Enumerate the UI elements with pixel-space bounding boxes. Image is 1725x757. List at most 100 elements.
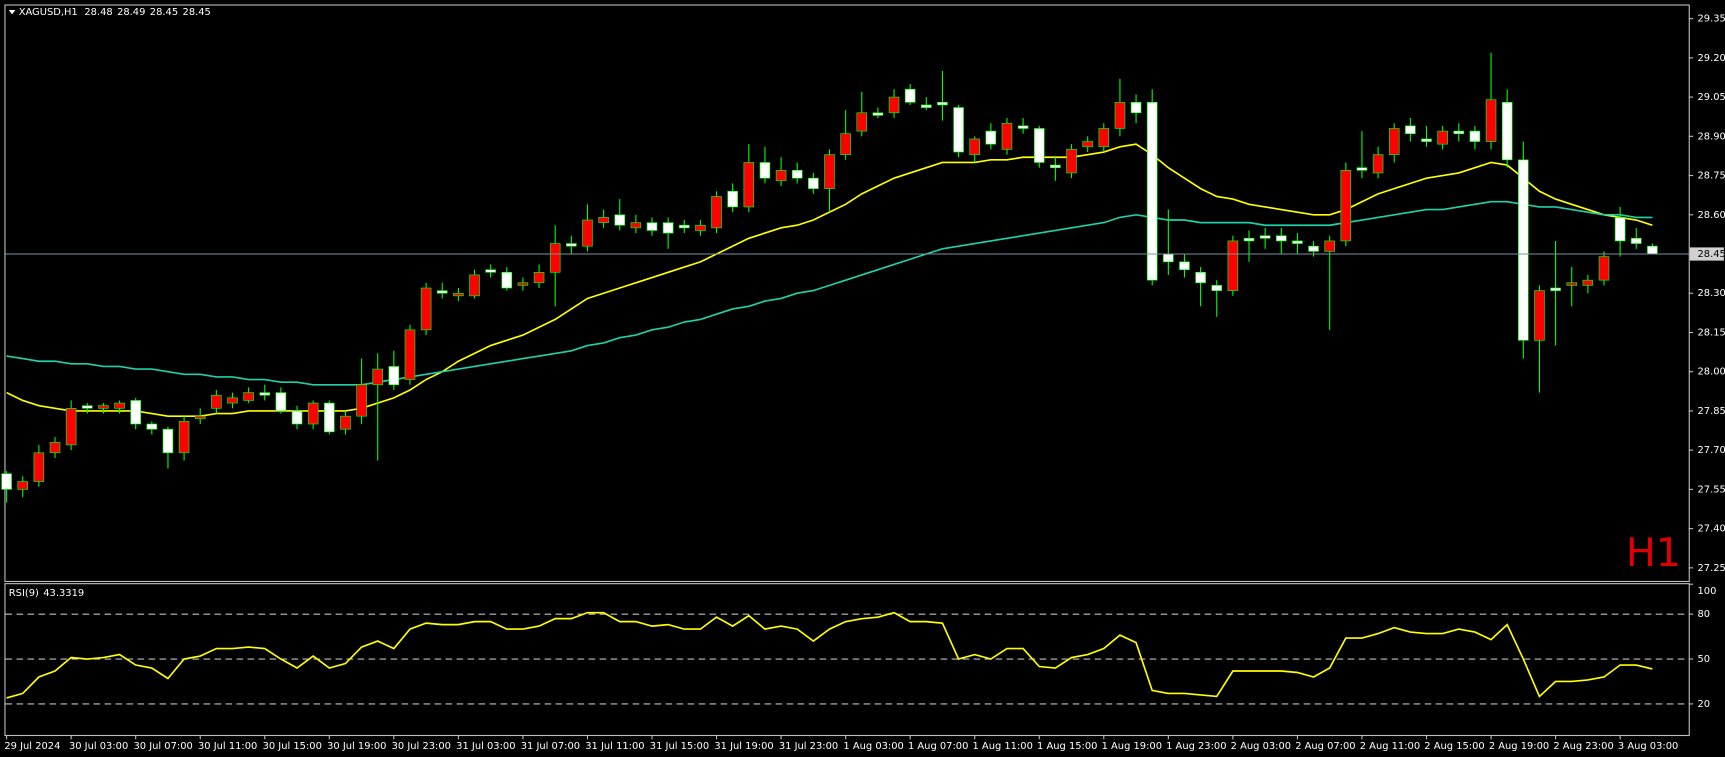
candle-body xyxy=(146,423,158,430)
candle-body xyxy=(356,384,367,417)
candle-body xyxy=(1453,130,1465,135)
candle-body xyxy=(1534,290,1545,341)
candle-body xyxy=(937,101,948,106)
candle-body xyxy=(1598,256,1610,281)
rsi-header: RSI(9) 43.3319 xyxy=(9,588,84,599)
chart-header: XAGUSD,H1 28.48 28.49 28.45 28.45 xyxy=(19,7,211,18)
candle-body xyxy=(49,441,61,454)
y-tick-label: 27.70 xyxy=(1697,445,1725,456)
candle-body xyxy=(759,162,771,179)
candle-body xyxy=(1211,285,1223,291)
moving-average-line xyxy=(6,200,1653,386)
x-tick-label: 31 Jul 07:00 xyxy=(521,741,580,752)
y-tick-label: 28.30 xyxy=(1697,288,1725,299)
candle-body xyxy=(1017,125,1029,129)
candle-body xyxy=(582,219,593,247)
candle-body xyxy=(1405,125,1416,135)
candle-body xyxy=(1421,138,1432,142)
candle-body xyxy=(1050,164,1061,169)
candle-body xyxy=(501,271,513,289)
candle-body xyxy=(1518,159,1529,341)
y-tick-label: 28.75 xyxy=(1697,171,1725,182)
candle-body xyxy=(1082,141,1093,148)
candle-body xyxy=(856,112,868,132)
candle-body xyxy=(1098,128,1110,148)
candle-body xyxy=(808,177,819,189)
candle-body xyxy=(678,224,690,229)
x-tick-label: 1 Aug 15:00 xyxy=(1037,741,1097,752)
candle-body xyxy=(630,222,642,229)
candle-body xyxy=(1001,122,1013,150)
rsi-tick-label: 20 xyxy=(1697,699,1710,710)
y-tick-label: 28.15 xyxy=(1697,327,1725,338)
x-tick-label: 30 Jul 11:00 xyxy=(198,741,257,752)
candle-body xyxy=(1566,282,1577,286)
candle-body xyxy=(711,196,722,229)
candle-body xyxy=(598,217,609,223)
candle-body xyxy=(1630,237,1642,244)
candle-body xyxy=(1259,235,1271,239)
rsi-current: 43.3319 xyxy=(43,588,84,599)
candle-body xyxy=(727,190,738,208)
y-tick-label: 27.55 xyxy=(1697,484,1725,495)
y-tick-label: 28.60 xyxy=(1697,210,1725,221)
candle-body xyxy=(840,133,851,155)
x-tick-label: 1 Aug 07:00 xyxy=(908,741,968,752)
symbol: XAGUSD,H1 xyxy=(19,7,78,18)
candle-body xyxy=(517,282,529,286)
candle-body xyxy=(388,366,400,386)
candle-body xyxy=(1179,261,1190,271)
candle-body xyxy=(1550,287,1561,291)
candle-body xyxy=(888,96,900,114)
rsi-line xyxy=(6,611,1653,699)
candle-body xyxy=(549,243,561,273)
x-tick-label: 30 Jul 19:00 xyxy=(327,741,386,752)
x-tick-label: 2 Aug 11:00 xyxy=(1360,741,1420,752)
open-value: 28.48 xyxy=(84,7,112,18)
candle-body xyxy=(33,452,45,482)
x-tick-label: 31 Jul 23:00 xyxy=(779,741,838,752)
candle-body xyxy=(566,243,577,247)
current-price-label: 28.45 xyxy=(1697,249,1725,260)
high-value: 28.49 xyxy=(117,7,145,18)
candle-body xyxy=(436,290,448,294)
x-tick-label: 30 Jul 15:00 xyxy=(263,741,322,752)
x-tick-label: 30 Jul 03:00 xyxy=(69,741,128,752)
candle-body xyxy=(1195,271,1206,284)
candle-body xyxy=(1614,217,1626,242)
candle-body xyxy=(162,428,174,454)
x-tick-label: 2 Aug 07:00 xyxy=(1295,741,1355,752)
current-price-box xyxy=(1689,247,1724,261)
candle-body xyxy=(1292,240,1303,244)
candle-layer xyxy=(1,52,1658,699)
candle-body xyxy=(533,271,545,284)
candle-body xyxy=(420,287,432,331)
candle-body xyxy=(1485,99,1497,142)
close-value: 28.45 xyxy=(183,7,211,18)
candle-body xyxy=(872,112,884,116)
candle-body xyxy=(904,88,916,103)
candle-body xyxy=(1372,154,1384,174)
candle-body xyxy=(1324,240,1335,252)
candle-body xyxy=(921,104,932,108)
candle-body xyxy=(1437,130,1448,145)
candle-body xyxy=(243,392,254,401)
candle-body xyxy=(1033,128,1045,163)
candle-body xyxy=(114,402,125,409)
candle-body xyxy=(275,392,287,412)
candle-body xyxy=(227,397,238,404)
candle-body xyxy=(324,402,335,433)
candle-body xyxy=(1501,101,1513,161)
candle-body xyxy=(259,392,271,396)
y-tick-label: 27.25 xyxy=(1697,563,1725,574)
candle-body xyxy=(743,162,755,208)
candle-body xyxy=(372,368,383,386)
candle-body xyxy=(1114,101,1126,129)
candle-body xyxy=(1066,149,1077,174)
rsi-title: RSI(9) xyxy=(9,588,39,599)
y-tick-label: 28.90 xyxy=(1697,131,1725,142)
y-tick-label: 29.05 xyxy=(1697,92,1725,103)
candle-body xyxy=(469,274,480,297)
x-tick-label: 31 Jul 11:00 xyxy=(585,741,644,752)
